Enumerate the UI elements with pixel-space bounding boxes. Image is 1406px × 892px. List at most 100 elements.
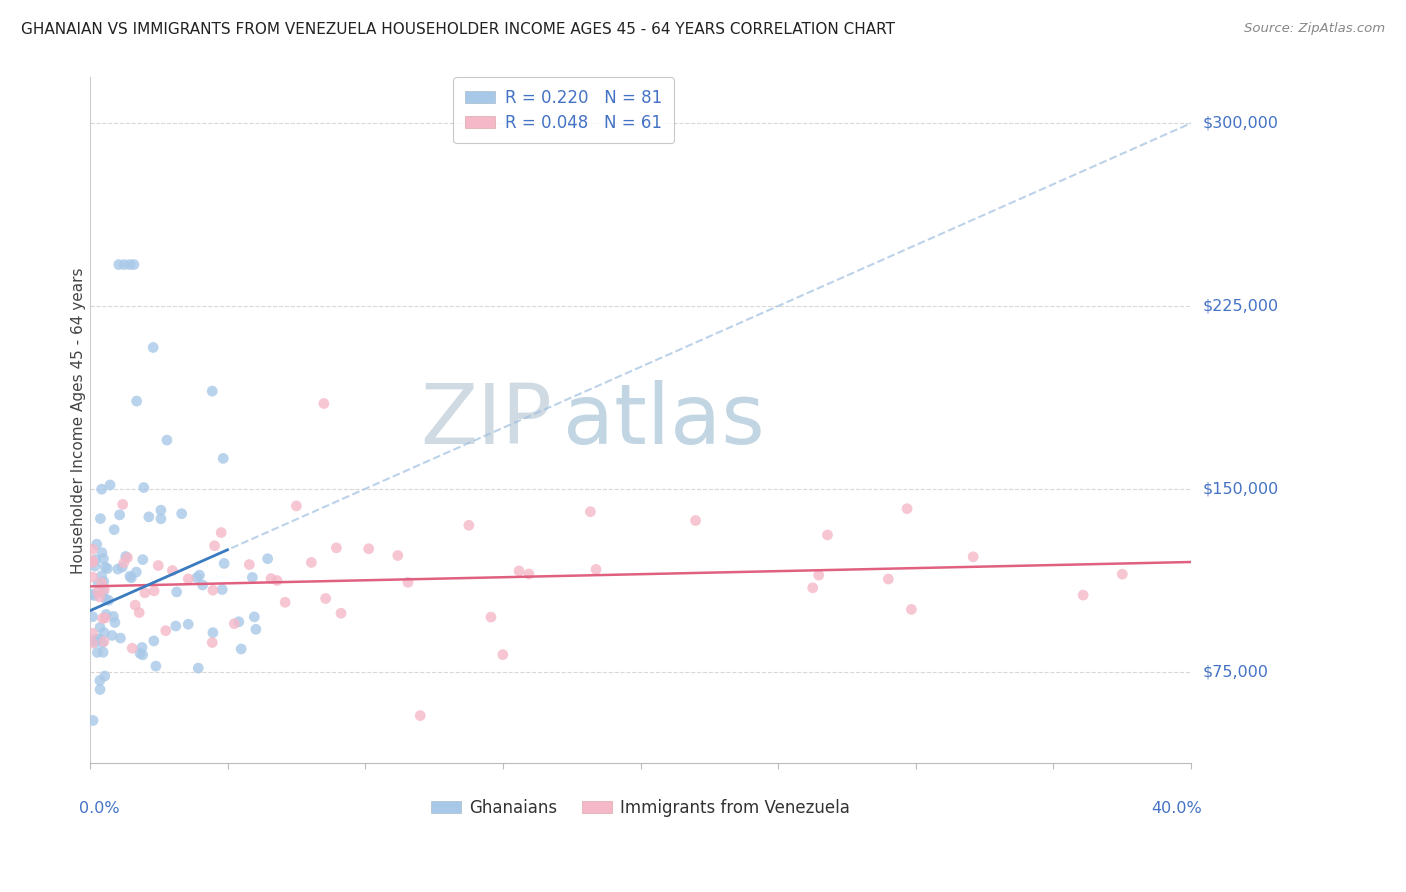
Point	[191, 578, 214, 592]
Point	[93, 625, 115, 640]
Point	[82, 554, 104, 568]
Point	[238, 558, 260, 572]
Point	[90, 569, 112, 583]
Point	[82, 542, 104, 557]
Legend: Ghanaians, Immigrants from Venezuela: Ghanaians, Immigrants from Venezuela	[425, 792, 858, 823]
Point	[118, 258, 141, 272]
Point	[807, 568, 830, 582]
Point	[274, 595, 297, 609]
Point	[312, 396, 335, 410]
Point	[118, 569, 141, 583]
Y-axis label: Householder Income Ages 45 - 64 years: Householder Income Ages 45 - 64 years	[72, 267, 86, 574]
Point	[91, 611, 114, 625]
Point	[224, 616, 246, 631]
Point	[212, 451, 235, 466]
Point	[82, 570, 104, 584]
Point	[579, 505, 602, 519]
Point	[817, 528, 839, 542]
Point	[93, 574, 115, 589]
Point	[132, 552, 155, 566]
Point	[479, 610, 502, 624]
Point	[125, 394, 148, 409]
Point	[111, 497, 134, 511]
Point	[409, 708, 432, 723]
Point	[508, 564, 530, 578]
Point	[266, 574, 288, 588]
Point	[201, 625, 224, 640]
Point	[204, 539, 226, 553]
Point	[142, 634, 165, 648]
Point	[124, 598, 146, 612]
Point	[86, 645, 108, 659]
Point	[201, 583, 224, 598]
Point	[89, 511, 111, 525]
Point	[89, 632, 111, 646]
Point	[84, 552, 107, 566]
Point	[211, 582, 233, 597]
Point	[243, 610, 266, 624]
Text: $225,000: $225,000	[1202, 299, 1278, 313]
Point	[89, 620, 111, 634]
Text: 0.0%: 0.0%	[79, 801, 120, 816]
Text: 40.0%: 40.0%	[1152, 801, 1202, 816]
Point	[82, 636, 104, 650]
Point	[82, 626, 104, 640]
Point	[97, 593, 120, 607]
Point	[82, 555, 104, 569]
Point	[93, 669, 115, 683]
Point	[120, 571, 142, 585]
Text: atlas: atlas	[564, 380, 765, 461]
Point	[129, 646, 152, 660]
Point	[91, 636, 114, 650]
Point	[83, 589, 105, 603]
Point	[134, 586, 156, 600]
Point	[132, 481, 155, 495]
Point	[91, 645, 114, 659]
Point	[201, 384, 224, 399]
Point	[114, 549, 136, 564]
Point	[187, 661, 209, 675]
Point	[94, 560, 117, 574]
Point	[108, 508, 131, 522]
Point	[121, 641, 143, 656]
Point	[330, 606, 353, 620]
Point	[128, 606, 150, 620]
Point	[107, 258, 129, 272]
Point	[103, 609, 125, 624]
Point	[104, 615, 127, 630]
Point	[492, 648, 515, 662]
Point	[155, 624, 177, 638]
Point	[585, 562, 607, 576]
Point	[93, 634, 115, 648]
Point	[117, 550, 139, 565]
Point	[93, 582, 115, 597]
Point	[131, 640, 153, 655]
Point	[87, 577, 110, 591]
Point	[396, 575, 419, 590]
Point	[110, 631, 132, 645]
Point	[86, 537, 108, 551]
Text: Source: ZipAtlas.com: Source: ZipAtlas.com	[1244, 22, 1385, 36]
Point	[186, 570, 208, 584]
Point	[138, 509, 160, 524]
Point	[245, 623, 267, 637]
Point	[177, 617, 200, 632]
Point	[801, 581, 824, 595]
Text: $150,000: $150,000	[1202, 482, 1278, 496]
Point	[91, 585, 114, 599]
Point	[86, 632, 108, 647]
Point	[93, 551, 115, 566]
Point	[82, 587, 104, 601]
Point	[285, 499, 308, 513]
Point	[84, 635, 107, 649]
Text: GHANAIAN VS IMMIGRANTS FROM VENEZUELA HOUSEHOLDER INCOME AGES 45 - 64 YEARS CORR: GHANAIAN VS IMMIGRANTS FROM VENEZUELA HO…	[21, 22, 896, 37]
Point	[96, 592, 118, 607]
Point	[170, 507, 193, 521]
Point	[82, 609, 104, 624]
Point	[89, 682, 111, 697]
Point	[98, 478, 121, 492]
Point	[201, 635, 224, 649]
Point	[162, 564, 184, 578]
Point	[82, 714, 104, 728]
Point	[87, 584, 110, 599]
